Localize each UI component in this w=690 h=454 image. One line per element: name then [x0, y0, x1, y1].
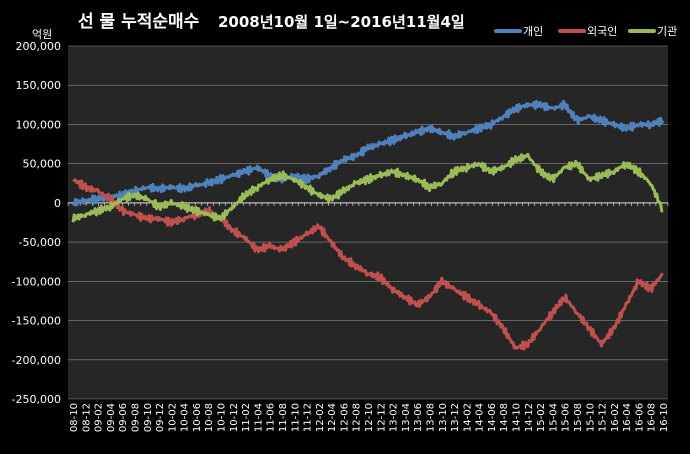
x-tick-label: 15-12 [598, 403, 609, 432]
x-tick-label: 10-08 [204, 403, 215, 432]
y-tick-label: -150,000 [12, 315, 61, 328]
x-tick-label: 10-10 [217, 403, 228, 432]
x-tick-label: 12-08 [352, 403, 363, 432]
x-tick-label: 14-08 [499, 403, 510, 432]
legend-label: 외국인 [587, 25, 617, 38]
x-tick-label: 09-10 [143, 403, 154, 432]
x-tick-label: 16-04 [622, 403, 633, 432]
x-tick-label: 10-04 [180, 403, 191, 432]
x-tick-label: 11-08 [278, 403, 289, 432]
series-line-1 [72, 178, 664, 351]
x-tick-label: 15-04 [548, 403, 559, 432]
x-tick-label: 12-02 [315, 403, 326, 432]
x-tick-label: 08-10 [69, 403, 80, 432]
x-tick-label: 10-02 [167, 403, 178, 432]
y-tick-label: -250,000 [12, 393, 61, 406]
y-tick-label: -200,000 [12, 354, 61, 367]
series-line-2 [71, 152, 664, 223]
y-tick-label: 50,000 [23, 158, 62, 171]
x-tick-label: 10-12 [229, 403, 240, 432]
y-tick-label: -100,000 [12, 275, 61, 288]
plot-area [68, 46, 668, 399]
x-tick-label: 09-12 [155, 403, 166, 432]
x-tick-label: 15-08 [573, 403, 584, 432]
x-tick-label: 15-06 [561, 403, 572, 432]
y-tick-label: -50,000 [19, 236, 61, 249]
x-tick-label: 10-06 [192, 403, 203, 432]
x-tick-label: 13-04 [401, 403, 412, 432]
x-tick-label: 16-10 [659, 403, 670, 432]
x-tick-label: 12-04 [327, 403, 338, 432]
y-tick-label: 150,000 [16, 79, 62, 92]
x-tick-label: 15-02 [536, 403, 547, 432]
x-tick-label: 14-06 [487, 403, 498, 432]
x-tick-label: 14-04 [475, 403, 486, 432]
x-tick-label: 16-02 [610, 403, 621, 432]
y-tick-label: 100,000 [16, 118, 62, 131]
x-tick-label: 11-10 [290, 403, 301, 432]
x-tick-label: 09-06 [118, 403, 129, 432]
legend-label: 기관 [657, 25, 677, 38]
x-tick-label: 13-08 [425, 403, 436, 432]
x-tick-label: 12-10 [364, 403, 375, 432]
y-axis-unit-label: 억원 [32, 28, 52, 41]
x-tick-label: 08-12 [81, 403, 92, 432]
x-tick-label: 13-10 [438, 403, 449, 432]
series-line-0 [71, 99, 665, 207]
x-tick-label: 09-02 [94, 403, 105, 432]
x-tick-label: 11-06 [266, 403, 277, 432]
x-tick-label: 11-12 [303, 403, 314, 432]
x-tick-label: 15-10 [585, 403, 596, 432]
x-tick-label: 11-02 [241, 403, 252, 432]
x-tick-label: 13-12 [450, 403, 461, 432]
x-tick-label: 14-10 [512, 403, 523, 432]
legend-label: 개인 [523, 25, 543, 38]
y-tick-label: 200,000 [16, 40, 62, 53]
chart-title: 선 물 누적순매수 [78, 12, 200, 32]
x-tick-label: 09-08 [130, 403, 141, 432]
y-tick-label: 0 [54, 197, 61, 210]
x-tick-label: 14-12 [524, 403, 535, 432]
x-tick-label: 09-04 [106, 403, 117, 432]
x-tick-label: 16-06 [634, 403, 645, 432]
x-tick-label: 13-06 [413, 403, 424, 432]
chart-subtitle: 2008년10월 1일~2016년11월4일 [218, 13, 465, 31]
x-tick-label: 14-02 [462, 403, 473, 432]
x-tick-label: 12-06 [339, 403, 350, 432]
x-tick-label: 11-04 [253, 403, 264, 432]
x-tick-label: 16-08 [647, 403, 658, 432]
x-tick-label: 13-02 [389, 403, 400, 432]
x-tick-label: 12-12 [376, 403, 387, 432]
